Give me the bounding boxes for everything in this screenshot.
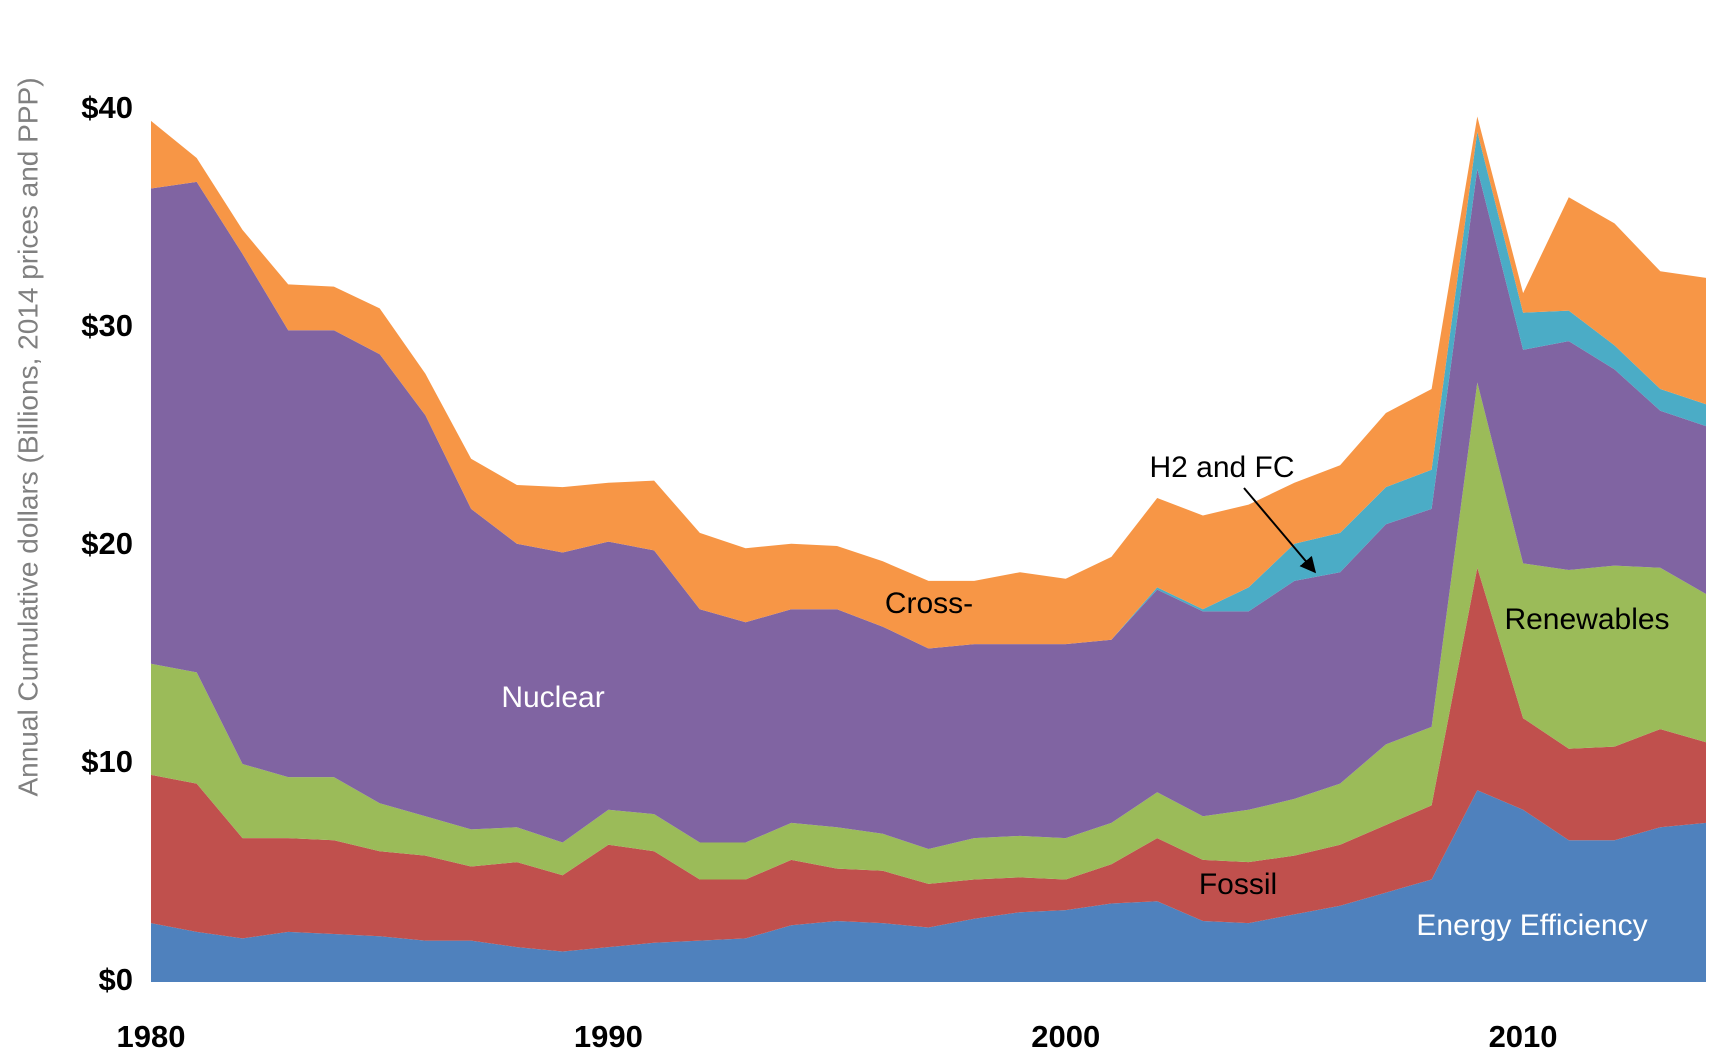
x-tick-label: 2010 — [1489, 1019, 1558, 1051]
series-label: H2 and FC — [1149, 451, 1294, 484]
series-label: Nuclear — [501, 681, 604, 714]
area — [151, 567, 1706, 952]
y-axis-label: Annual Cumulative dollars (Billions, 201… — [12, 77, 43, 796]
y-tick-label: $30 — [81, 308, 133, 343]
y-tick-label: $10 — [81, 744, 133, 779]
series-label: Renewables — [1504, 603, 1669, 636]
x-tick-label: 1990 — [574, 1019, 643, 1051]
area — [151, 790, 1706, 982]
x-tick-label: 2000 — [1031, 1019, 1100, 1051]
y-tick-label: $0 — [99, 962, 133, 997]
x-tick-label: 1980 — [117, 1019, 186, 1051]
annotation-arrow — [1243, 487, 1317, 574]
area — [151, 168, 1706, 849]
series-label: Fossil — [1199, 868, 1277, 901]
y-tick-label: $20 — [81, 526, 133, 561]
y-tick-label: $40 — [81, 90, 133, 125]
series-label: Cross- — [885, 587, 973, 620]
area — [151, 116, 1706, 649]
area — [151, 382, 1706, 884]
series-label: Energy Efficiency — [1416, 909, 1647, 942]
